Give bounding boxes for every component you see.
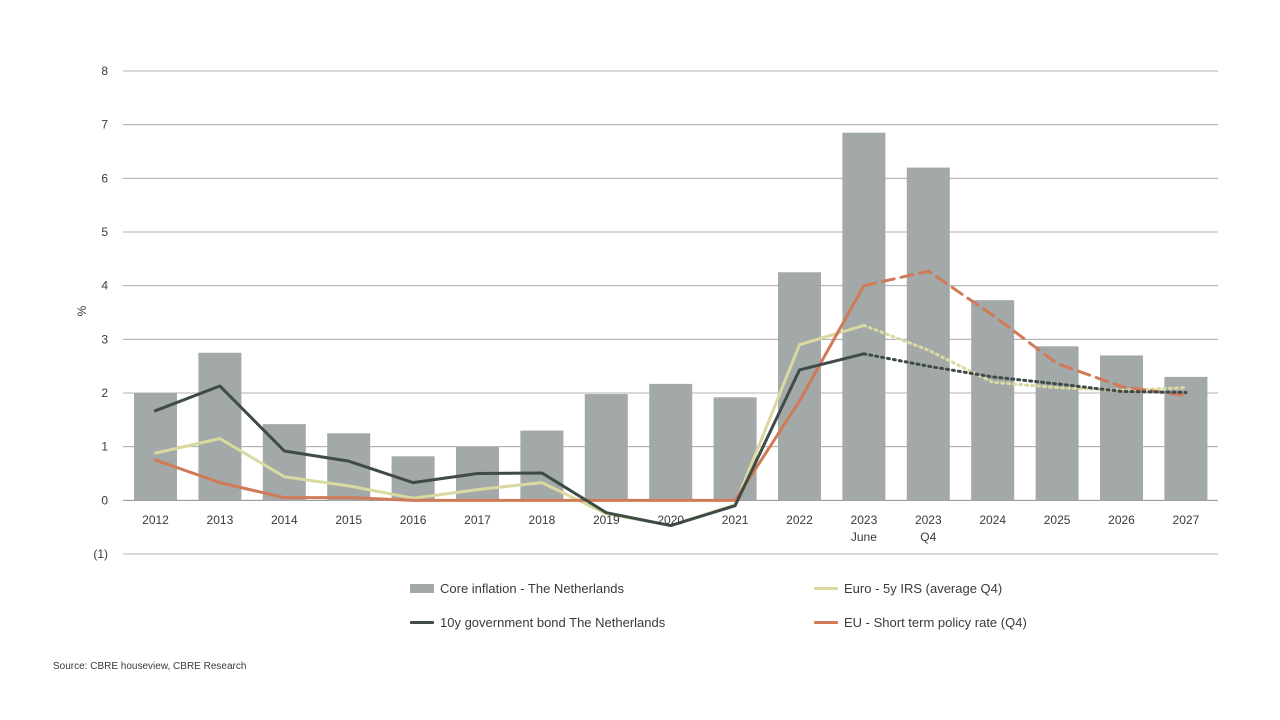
bar — [198, 352, 242, 501]
series-line — [154, 323, 866, 528]
x-tick-label: 2021 — [722, 513, 749, 527]
legend-swatch-line — [410, 621, 434, 624]
x-tick-label: 2027 — [1173, 513, 1200, 527]
x-tick-label: 2017 — [464, 513, 491, 527]
y-axis-label: % — [75, 305, 89, 316]
legend-swatch-line — [814, 587, 838, 590]
y-tick-label: 6 — [101, 171, 108, 185]
series-forecast-line — [862, 323, 1188, 392]
y-tick-label: 2 — [101, 386, 108, 400]
x-tick-label: 2020 — [657, 513, 684, 527]
series-forecast-line — [862, 352, 1188, 394]
y-axis-ticks: (1) 0 1 2 3 4 5 6 7 8 — [93, 64, 108, 561]
bar — [1035, 346, 1079, 501]
x-tick-label: 2013 — [207, 513, 234, 527]
x-tick-label: 2025 — [1044, 513, 1071, 527]
bar — [906, 167, 950, 501]
y-tick-label: 8 — [101, 64, 108, 78]
y-tick-label: 3 — [101, 332, 108, 346]
source-note: Source: CBRE houseview, CBRE Research — [53, 661, 247, 672]
legend-policy-rate: EU - Short term policy rate (Q4) — [814, 615, 1027, 630]
y-tick-label: (1) — [93, 547, 108, 561]
legend-euro-irs: Euro - 5y IRS (average Q4) — [814, 581, 1002, 596]
bar — [649, 383, 693, 501]
y-tick-label: 4 — [101, 279, 108, 293]
x-tick-label: 2026 — [1108, 513, 1135, 527]
bars-layer — [134, 132, 1208, 501]
x-tick-label: 2015 — [335, 513, 362, 527]
lines-layer — [154, 269, 1188, 528]
x-tick-label: 2018 — [529, 513, 556, 527]
x-tick-label: 2023 — [915, 513, 942, 527]
legend-swatch-line — [814, 621, 838, 624]
bar — [842, 132, 886, 501]
legend-core-inflation: Core inflation - The Netherlands — [410, 581, 624, 596]
x-tick-label: 2014 — [271, 513, 298, 527]
x-tick-label: 2023 — [851, 513, 878, 527]
x-tick-label: 2019 — [593, 513, 620, 527]
bar — [713, 397, 757, 501]
y-tick-label: 1 — [101, 440, 108, 454]
x-tick-label: 2016 — [400, 513, 427, 527]
legend-label: EU - Short term policy rate (Q4) — [844, 615, 1027, 630]
bar — [584, 394, 628, 501]
x-tick-sublabel: June — [851, 530, 877, 544]
legend-swatch-bar — [410, 584, 434, 593]
x-tick-label: 2012 — [142, 513, 169, 527]
x-tick-sublabel: Q4 — [920, 530, 936, 544]
y-tick-label: 5 — [101, 225, 108, 239]
legend-label: 10y government bond The Netherlands — [440, 615, 666, 630]
x-tick-label: 2024 — [979, 513, 1006, 527]
bar — [1164, 376, 1208, 501]
legend-label: Core inflation - The Netherlands — [440, 581, 625, 596]
y-tick-label: 0 — [101, 493, 108, 507]
x-tick-label: 2022 — [786, 513, 813, 527]
series-line — [154, 352, 866, 528]
legend-label: Euro - 5y IRS (average Q4) — [844, 581, 1003, 596]
series-forecast-line — [862, 269, 1188, 398]
legend-10y-bond: 10y government bond The Netherlands — [410, 615, 665, 630]
x-axis-ticks: 2012 2013 2014 2015 2016 2017 2018 2019 2020 2021… — [142, 513, 1199, 544]
bar — [778, 272, 821, 501]
bar — [1100, 355, 1143, 501]
bar — [971, 300, 1015, 501]
y-tick-label: 7 — [101, 118, 108, 132]
bar — [134, 393, 177, 501]
